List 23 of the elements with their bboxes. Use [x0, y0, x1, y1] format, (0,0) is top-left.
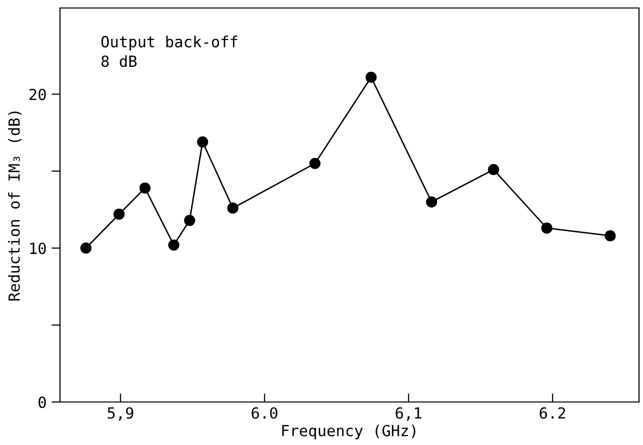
x-tick-label: 5,9 [108, 407, 134, 421]
x-tick-label: 6,1 [396, 407, 422, 421]
point [309, 158, 320, 169]
point [488, 164, 500, 176]
x-axis-title: Frequency (GHz) [282, 424, 416, 440]
point [366, 72, 377, 83]
point [168, 239, 180, 251]
point [426, 196, 438, 208]
x-tick-label: 6.0 [252, 407, 278, 419]
point [197, 136, 208, 148]
annotation: Output back-off 8 dB [101, 36, 238, 68]
point [113, 208, 125, 220]
y-tick-label: 10 [30, 242, 46, 254]
x-tick-label: 6.2 [540, 407, 566, 419]
point [541, 222, 552, 234]
point [80, 242, 92, 254]
point [227, 202, 238, 214]
y-tick-label: 20 [30, 88, 46, 100]
y-axis-title: Reduction of IM₃ (dB) [8, 112, 22, 301]
point [139, 182, 151, 194]
point [184, 214, 196, 226]
point [604, 230, 616, 242]
y-tick-label: 0 [38, 396, 46, 408]
